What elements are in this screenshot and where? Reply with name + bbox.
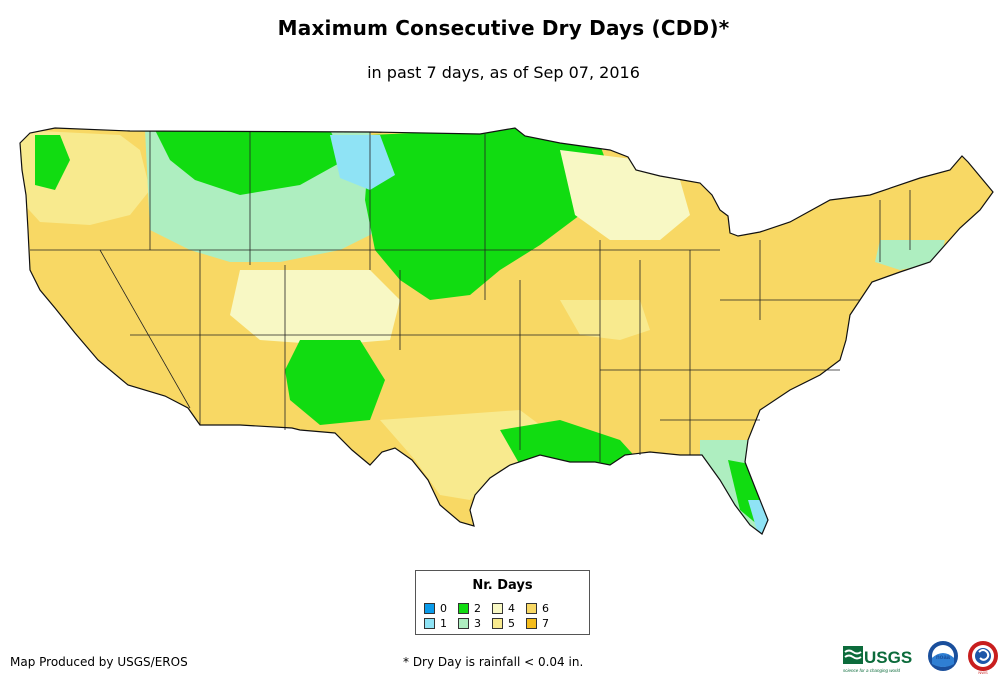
legend-swatch xyxy=(492,603,503,614)
northern-plains-wet-region xyxy=(365,128,615,300)
legend-swatch xyxy=(424,618,435,629)
legend-swatch xyxy=(424,603,435,614)
noaa-logo: noaa xyxy=(928,641,958,671)
legend-swatch xyxy=(526,618,537,629)
nws-logo-text: NWS xyxy=(978,670,988,675)
legend-item-2: 2 xyxy=(458,603,481,615)
legend-item-4: 4 xyxy=(492,603,515,615)
legend-label: 5 xyxy=(508,617,515,630)
nws-logo: NWS xyxy=(968,641,998,675)
agency-logos: USGS science for a changing world noaa N… xyxy=(843,641,998,675)
usgs-logo-text: USGS xyxy=(864,648,912,667)
legend-item-1: 1 xyxy=(424,618,447,630)
map-title: Maximum Consecutive Dry Days (CDD)* xyxy=(277,16,730,40)
footnote-text: * Dry Day is rainfall < 0.04 in. xyxy=(403,655,584,669)
legend-label: 1 xyxy=(440,617,447,630)
usgs-logo: USGS science for a changing world xyxy=(843,646,912,673)
state-boundaries xyxy=(30,131,911,462)
colorado-plateau-region xyxy=(230,270,400,345)
legend-item-5: 5 xyxy=(492,618,515,630)
legend-label: 7 xyxy=(542,617,549,630)
noaa-logo-text: noaa xyxy=(936,655,951,661)
legend-label: 3 xyxy=(474,617,481,630)
legend-item-6: 6 xyxy=(526,603,549,615)
legend-label: 0 xyxy=(440,602,447,615)
legend-item-3: 3 xyxy=(458,618,481,630)
legend-swatch xyxy=(458,603,469,614)
legend-label: 6 xyxy=(542,602,549,615)
north-dakota-west-region xyxy=(330,135,395,190)
ohio-valley-region xyxy=(560,300,650,340)
legend-title: Nr. Days xyxy=(472,578,533,593)
legend-item-7: 7 xyxy=(526,618,549,630)
map-subtitle: in past 7 days, as of Sep 07, 2016 xyxy=(367,63,640,82)
legend-item-0: 0 xyxy=(424,603,447,615)
legend-swatch xyxy=(492,618,503,629)
legend-swatch xyxy=(526,603,537,614)
legend-swatch xyxy=(458,618,469,629)
new-mexico-wet-region xyxy=(285,340,385,425)
legend-label: 4 xyxy=(508,602,515,615)
dry-days-shading xyxy=(20,128,993,534)
legend-label: 2 xyxy=(474,602,481,615)
legend: Nr. Days 0 1 2 3 4 5 6 7 xyxy=(415,570,590,635)
washington-coast-wet-region xyxy=(35,135,70,190)
credit-text: Map Produced by USGS/EROS xyxy=(10,655,188,669)
usgs-tagline-text: science for a changing world xyxy=(843,668,901,673)
